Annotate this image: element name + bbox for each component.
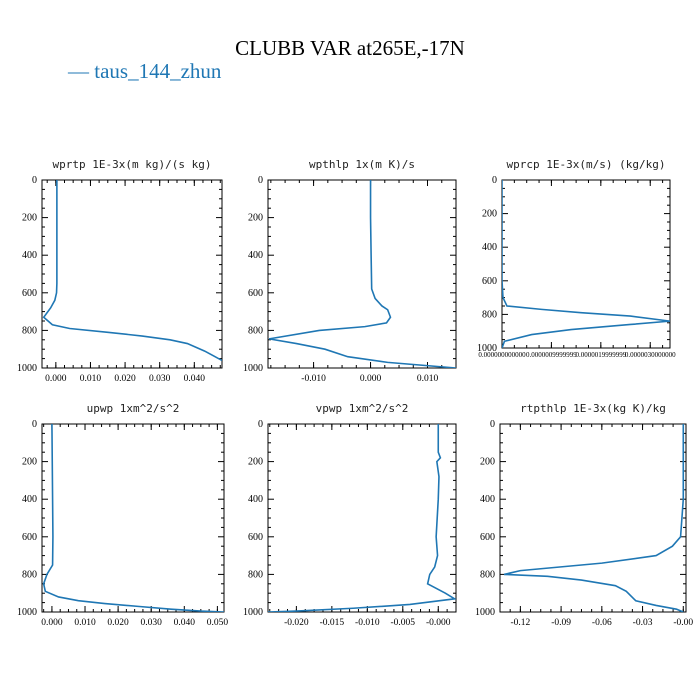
figure-title: CLUBB VAR at265E,-17N: [235, 36, 465, 60]
series-line: [268, 424, 456, 612]
subplot-title: wpthlp 1x(m K)/s: [309, 158, 415, 171]
x-tick-label: 0.000: [360, 374, 382, 384]
y-tick-label: 400: [248, 494, 263, 505]
y-tick-label: 800: [248, 569, 263, 580]
y-tick-label: 800: [480, 569, 495, 580]
y-tick-label: 200: [22, 457, 37, 468]
y-tick-label: 600: [22, 288, 37, 299]
subplot-title: wprtp 1E-3x(m kg)/(s kg): [53, 158, 212, 171]
y-tick-label: 600: [248, 288, 263, 299]
y-tick-label: 0: [258, 419, 263, 430]
x-tick-label: -0.010: [301, 374, 326, 384]
y-tick-label: 0: [258, 175, 263, 186]
y-tick-label: 400: [22, 494, 37, 505]
x-tick-label: 0.0000019999999: [575, 351, 626, 359]
x-tick-label: 0.030: [141, 618, 163, 628]
x-tick-label: 0.010: [417, 374, 439, 384]
subplot-3: wprcp 1E-3x(m/s) (kg/kg) 0 200 400 600 800 100…: [477, 158, 676, 359]
series-line: [502, 180, 670, 348]
y-tick-label: 1000: [477, 343, 497, 354]
x-tick-label: 0.020: [114, 374, 136, 384]
x-tick-label: 0.0000030000000: [625, 351, 676, 359]
x-tick-label: -0.03: [633, 618, 653, 628]
y-tick-label: 1000: [17, 363, 37, 374]
x-tick-label: 0.040: [174, 618, 196, 628]
y-tick-label: 0: [490, 419, 495, 430]
y-tick-label: 800: [22, 325, 37, 336]
subplot-2: wpthlp 1x(m K)/s 0 200 400 600 800 1000 -0.010 0…: [243, 158, 457, 384]
subplot-frame: [499, 423, 687, 613]
subplot-title: rtpthlp 1E-3x(kg K)/kg: [520, 402, 666, 415]
subplot-frame: [41, 179, 223, 369]
series-line: [42, 424, 224, 612]
x-tick-label: -0.020: [284, 618, 309, 628]
x-tick-label: -0.005: [391, 618, 416, 628]
x-tick-label: 0.000: [41, 618, 63, 628]
subplot-frame: [267, 179, 457, 369]
x-tick-label: 0.000000000000: [478, 351, 526, 359]
y-tick-label: 1000: [475, 607, 495, 618]
x-tick-label: -0.12: [510, 618, 530, 628]
x-tick-label: -0.06: [592, 618, 612, 628]
y-tick-label: 600: [482, 276, 497, 287]
x-tick-label: -0.00: [673, 618, 693, 628]
y-tick-label: 200: [248, 457, 263, 468]
y-tick-label: 1000: [243, 363, 263, 374]
y-tick-label: 600: [22, 532, 37, 543]
x-tick-label: 0.030: [149, 374, 171, 384]
subplot-title: vpwp 1xm^2/s^2: [316, 402, 409, 415]
y-tick-label: 400: [248, 250, 263, 261]
x-tick-label: -0.010: [355, 618, 380, 628]
y-tick-label: 1000: [243, 607, 263, 618]
y-tick-label: 800: [248, 325, 263, 336]
x-tick-label: 0.020: [107, 618, 129, 628]
y-tick-label: 0: [32, 175, 37, 186]
y-tick-label: 200: [480, 457, 495, 468]
x-tick-label: 0.0000009999999: [526, 351, 577, 359]
subplot-frame: [41, 423, 225, 613]
y-tick-label: 800: [22, 569, 37, 580]
y-tick-label: 800: [482, 309, 497, 320]
subplot-title: upwp 1xm^2/s^2: [87, 402, 180, 415]
x-tick-label: -0.09: [551, 618, 571, 628]
x-tick-label: -0.015: [320, 618, 345, 628]
legend-label: taus_144_zhun: [94, 59, 222, 83]
y-tick-label: 0: [32, 419, 37, 430]
y-tick-label: 0: [492, 175, 497, 186]
subplot-6: rtpthlp 1E-3x(kg K)/kg 0 200 400 600 800 1000 -…: [475, 402, 693, 628]
x-tick-label: 0.050: [207, 618, 229, 628]
legend-line-icon: —: [68, 59, 89, 83]
x-tick-label: 0.040: [184, 374, 206, 384]
y-tick-label: 200: [482, 209, 497, 220]
x-tick-label: 0.010: [74, 618, 96, 628]
subplot-4: upwp 1xm^2/s^2 0 200 400 600 800 1000 0.000 0.01…: [17, 402, 228, 628]
series-line: [503, 424, 685, 612]
x-tick-label: -0.000: [426, 618, 451, 628]
y-tick-label: 400: [22, 250, 37, 261]
y-tick-label: 400: [482, 242, 497, 253]
series-line: [269, 180, 456, 368]
x-tick-label: 0.010: [80, 374, 102, 384]
x-tick-label: 0.000: [45, 374, 67, 384]
series-line: [42, 180, 222, 362]
y-tick-label: 200: [22, 213, 37, 224]
subplot-title: wprcp 1E-3x(m/s) (kg/kg): [507, 158, 666, 171]
y-tick-label: 600: [248, 532, 263, 543]
y-tick-label: 1000: [17, 607, 37, 618]
y-tick-label: 400: [480, 494, 495, 505]
y-tick-label: 200: [248, 213, 263, 224]
subplot-5: vpwp 1xm^2/s^2 0 200 400 600 800 1000 -0.020 -0.…: [243, 402, 457, 628]
legend: — taus_144_zhun: [68, 59, 221, 84]
y-tick-label: 600: [480, 532, 495, 543]
subplot-1: wprtp 1E-3x(m kg)/(s kg) 0 200 400 600 800 100…: [17, 158, 223, 384]
